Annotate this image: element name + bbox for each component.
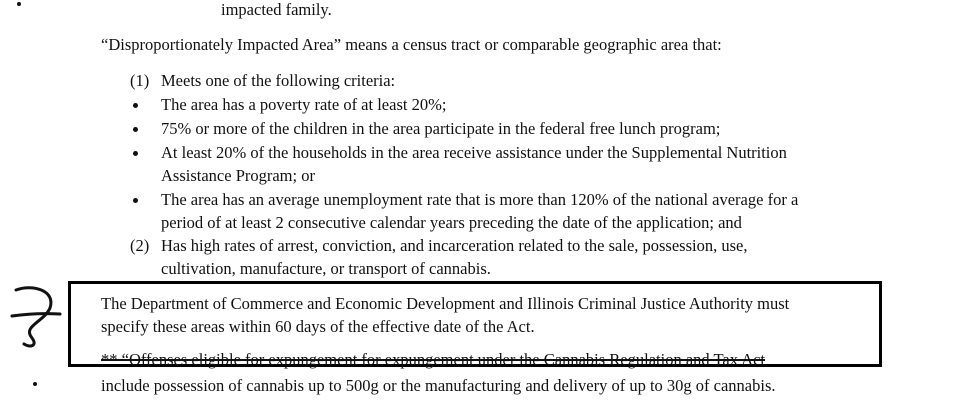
criterion-2-continuation: cultivation, manufacture, or transport o…: [161, 259, 491, 278]
annotation-highlight-box: [68, 281, 882, 367]
footnote-text: include possession of cannabis up to 500…: [101, 376, 776, 395]
margin-dot-top: [17, 2, 21, 6]
margin-dot-bottom: [33, 382, 37, 386]
highlighted-note-line-1: The Department of Commerce and Economic …: [101, 294, 790, 313]
bullet-item-continuation: Assistance Program; or: [161, 166, 315, 185]
bullet-icon: [133, 103, 138, 108]
highlighted-note-line-2: specify these areas within 60 days of th…: [101, 317, 535, 336]
bullet-item: At least 20% of the households in the ar…: [161, 143, 787, 162]
criterion-1-text: Meets one of the following criteria:: [161, 71, 396, 90]
handwritten-arrow-icon: [10, 286, 62, 348]
bullet-item: The area has an average unemployment rat…: [161, 190, 799, 209]
bullet-item-continuation: period of at least 2 consecutive calenda…: [161, 213, 742, 232]
criterion-2-number: (2): [130, 236, 150, 255]
definition-intro: “Disproportionately Impacted Area” means…: [101, 35, 722, 54]
footnote-struck-text: ** “Offenses eligible for expungement fo…: [101, 350, 766, 369]
bullet-item: The area has a poverty rate of at least …: [161, 95, 447, 114]
criterion-2-text: Has high rates of arrest, conviction, an…: [161, 236, 748, 255]
bullet-icon: [133, 198, 138, 203]
top-fragment-text: impacted family.: [221, 0, 332, 19]
bullet-item: 75% or more of the children in the area …: [161, 119, 721, 138]
criterion-1-number: (1): [130, 71, 150, 90]
bullet-icon: [133, 127, 138, 132]
bullet-icon: [133, 151, 138, 156]
